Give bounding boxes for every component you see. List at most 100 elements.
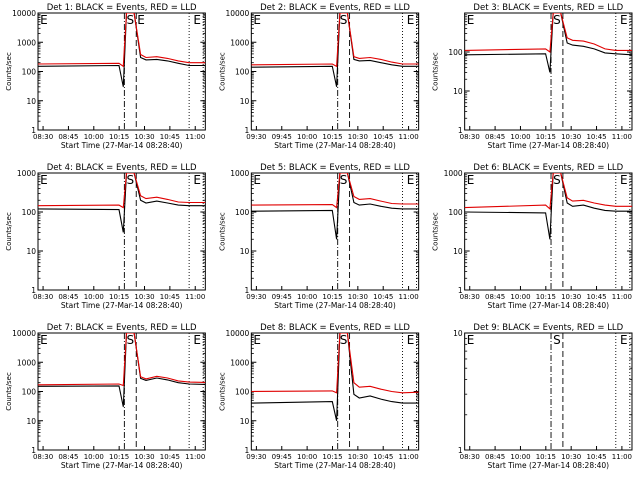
event-marker-label: S — [553, 333, 561, 347]
event-marker-label: S — [340, 13, 348, 27]
y-tick-label: 10000 — [12, 329, 36, 338]
x-tick-label: 11:00 — [612, 133, 632, 141]
series-line-lld — [38, 333, 206, 387]
y-axis-label: Counts/sec — [218, 372, 226, 411]
plot-frame — [464, 172, 633, 291]
x-tick-label: 10:15 — [536, 453, 556, 461]
x-tick-label: 11:00 — [612, 453, 632, 461]
x-tick-label: 10:00 — [84, 293, 104, 301]
x-tick-label: 10:45 — [160, 453, 180, 461]
series-line-events — [464, 173, 632, 240]
y-tick-label: 1 — [458, 126, 463, 135]
chart-title: Det 8: BLACK = Events, RED = LLD — [260, 323, 410, 333]
x-tick-label: 09:45 — [272, 293, 292, 301]
y-tick-label: 100 — [235, 68, 250, 77]
chart-panel: Det 3: BLACK = Events, RED = LLD 1 10 100 08… — [432, 3, 633, 150]
y-tick-label: 1000 — [444, 169, 463, 178]
chart-panel: Det 5: BLACK = Events, RED = LLD 1 10 100 10… — [218, 163, 420, 310]
y-tick-label: 10 — [26, 417, 36, 426]
event-marker-label: E — [253, 13, 261, 27]
event-marker-label: E — [137, 13, 145, 27]
series-line-events — [251, 333, 419, 421]
y-tick-label: 10 — [26, 97, 36, 106]
y-tick-label: 10 — [26, 247, 36, 256]
event-marker-label: E — [193, 173, 201, 187]
series-line-lld — [251, 173, 419, 209]
plot-frame — [464, 332, 633, 451]
x-axis-label: Start Time (27-Mar-14 08:28:40) — [274, 461, 396, 470]
x-tick-label: 10:15 — [109, 453, 129, 461]
x-tick-label: 10:30 — [134, 453, 154, 461]
y-tick-label: 100 — [22, 208, 37, 217]
x-tick-label: 08:45 — [485, 453, 505, 461]
chart-panel: Det 8: BLACK = Events, RED = LLD 1 10 100 10… — [218, 323, 420, 470]
event-marker-label: S — [126, 173, 134, 187]
x-tick-label: 10:00 — [510, 133, 530, 141]
x-tick-label: 10:15 — [109, 293, 129, 301]
x-tick-label: 10:45 — [373, 453, 393, 461]
y-tick-label: 1 — [458, 446, 463, 455]
x-tick-label: 11:00 — [185, 293, 205, 301]
y-tick-label: 10 — [240, 247, 250, 256]
y-tick-label: 1000 — [17, 169, 36, 178]
y-tick-label: 1 — [245, 446, 250, 455]
x-tick-label: 10:30 — [561, 453, 581, 461]
chart-title: Det 4: BLACK = Events, RED = LLD — [47, 163, 197, 173]
y-axis-label: Counts/sec — [432, 52, 440, 91]
y-tick-label: 1000 — [17, 38, 36, 47]
y-tick-label: 1 — [31, 126, 36, 135]
chart-title: Det 9: BLACK = Events, RED = LLD — [473, 323, 623, 333]
series-line-events — [38, 173, 206, 233]
x-tick-label: 10:45 — [160, 293, 180, 301]
event-marker-label: E — [253, 173, 261, 187]
event-marker-label: E — [620, 13, 628, 27]
chart-title: Det 6: BLACK = Events, RED = LLD — [473, 163, 623, 173]
x-tick-label: 10:30 — [348, 133, 368, 141]
event-marker-label: E — [407, 173, 415, 187]
event-marker-label: S — [340, 173, 348, 187]
x-tick-label: 10:30 — [348, 293, 368, 301]
x-tick-label: 10:30 — [348, 453, 368, 461]
x-tick-label: 10:00 — [84, 453, 104, 461]
y-tick-label: 1000 — [230, 358, 249, 367]
x-tick-label: 08:30 — [33, 133, 53, 141]
x-tick-label: 08:45 — [58, 133, 78, 141]
plot-frame — [464, 12, 633, 131]
event-marker-label: E — [467, 173, 475, 187]
x-tick-label: 11:00 — [398, 453, 418, 461]
x-tick-label: 10:00 — [297, 133, 317, 141]
y-tick-label: 1 — [31, 286, 36, 295]
y-tick-label: 10000 — [225, 9, 249, 18]
chart-title: Det 7: BLACK = Events, RED = LLD — [47, 323, 197, 333]
chart-title: Det 5: BLACK = Events, RED = LLD — [260, 163, 410, 173]
event-marker-label: E — [193, 333, 201, 347]
event-marker-label: E — [407, 13, 415, 27]
x-axis-label: Start Time (27-Mar-14 08:28:40) — [61, 301, 183, 310]
x-tick-label: 10:30 — [561, 133, 581, 141]
x-tick-label: 10:45 — [586, 293, 606, 301]
series-line-events — [251, 173, 419, 240]
y-axis-label: Counts/sec — [432, 212, 440, 251]
x-tick-label: 10:15 — [109, 133, 129, 141]
y-tick-label: 100 — [235, 388, 250, 397]
y-tick-label: 100 — [235, 208, 250, 217]
event-marker-label: E — [467, 333, 475, 347]
series-line-lld — [464, 173, 632, 211]
y-tick-label: 1 — [245, 126, 250, 135]
x-tick-label: 10:45 — [373, 293, 393, 301]
event-marker-label: S — [126, 333, 134, 347]
event-marker-label: S — [553, 173, 561, 187]
x-tick-label: 11:00 — [398, 133, 418, 141]
x-tick-label: 10:45 — [160, 133, 180, 141]
x-tick-label: 10:45 — [586, 453, 606, 461]
x-tick-label: 08:45 — [485, 293, 505, 301]
series-line-events — [38, 13, 206, 87]
x-tick-label: 08:30 — [460, 453, 480, 461]
event-marker-label: E — [40, 13, 48, 27]
y-tick-label: 10000 — [225, 329, 249, 338]
x-axis-label: Start Time (27-Mar-14 08:28:40) — [61, 461, 183, 470]
y-tick-label: 100 — [448, 48, 463, 57]
x-tick-label: 09:30 — [246, 453, 266, 461]
y-axis-label: Counts/sec — [218, 52, 226, 91]
plot-frame — [37, 332, 206, 451]
